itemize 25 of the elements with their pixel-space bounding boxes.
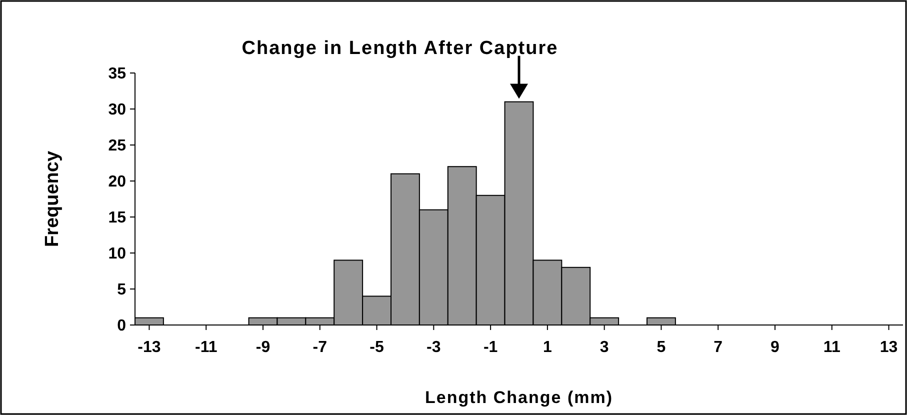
x-tick-label: -1 — [483, 339, 498, 356]
y-axis-title: Frequency — [42, 150, 63, 248]
x-tick-label: -13 — [138, 339, 161, 356]
y-tick-label: 35 — [108, 66, 126, 83]
y-tick-label: 15 — [108, 210, 126, 227]
y-tick-label: 0 — [117, 318, 126, 335]
x-tick-label: 5 — [656, 339, 666, 356]
x-tick-label: 11 — [823, 339, 840, 356]
x-tick-label: 7 — [714, 339, 723, 356]
x-tick-label: -9 — [256, 339, 270, 356]
x-tick-label: 13 — [880, 339, 898, 356]
y-tick-label: 30 — [108, 102, 126, 119]
x-tick-label: -3 — [426, 339, 441, 356]
y-tick-label: 25 — [108, 138, 126, 155]
x-tick-label: 3 — [600, 339, 609, 356]
x-tick-label: -5 — [370, 339, 384, 356]
y-tick-label: 5 — [117, 282, 126, 299]
chart-title: Change in Length After Capture — [242, 38, 558, 59]
x-tick-label: 9 — [770, 339, 780, 356]
y-tick-label: 10 — [108, 246, 126, 263]
x-tick-label: -7 — [312, 339, 328, 356]
x-axis-title: Length Change (mm) — [425, 388, 613, 407]
x-tick-label: 1 — [542, 339, 552, 356]
x-tick-label: -11 — [194, 339, 218, 356]
y-tick-label: 20 — [108, 174, 126, 191]
